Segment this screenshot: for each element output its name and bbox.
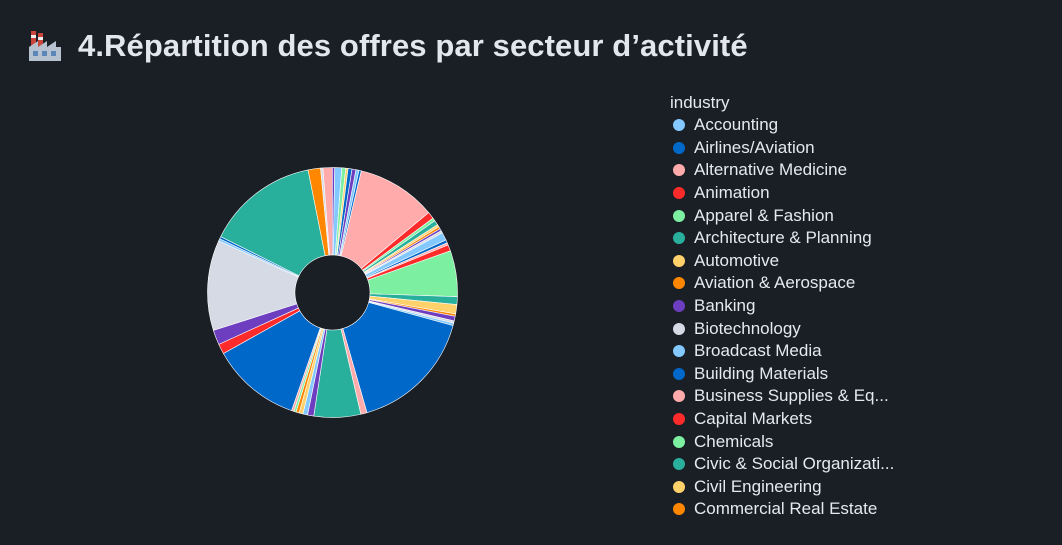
legend-swatch	[673, 322, 685, 335]
legend-item[interactable]: Apparel & Fashion	[670, 204, 910, 227]
legend-swatch	[673, 300, 685, 313]
legend-label: Animation	[694, 183, 770, 203]
legend-swatch	[673, 119, 685, 132]
legend-item[interactable]: Civic & Social Organizati...	[670, 453, 910, 476]
legend-item[interactable]: Architecture & Planning	[670, 227, 910, 250]
legend-swatch	[673, 390, 685, 403]
legend-swatch	[673, 209, 685, 222]
legend-item[interactable]: Biotechnology	[670, 317, 910, 340]
legend-swatch	[673, 480, 685, 493]
donut-chart[interactable]	[190, 150, 475, 435]
legend-label: Business Supplies & Eq...	[694, 386, 889, 406]
legend-item[interactable]: Aviation & Aerospace	[670, 272, 910, 295]
legend-swatch	[673, 503, 685, 516]
legend-swatch	[673, 367, 685, 380]
legend-swatch	[673, 232, 685, 245]
factory-icon	[29, 31, 61, 61]
legend-label: Broadcast Media	[694, 341, 822, 361]
legend-swatch	[673, 141, 685, 154]
legend-item[interactable]: Airlines/Aviation	[670, 137, 910, 160]
legend-label: Biotechnology	[694, 318, 801, 338]
legend-swatch	[673, 164, 685, 177]
legend-item[interactable]: Accounting	[670, 114, 910, 137]
page-header: 4.Répartition des offres par secteur d’a…	[26, 26, 748, 66]
legend-swatch	[673, 187, 685, 200]
legend-swatch	[673, 277, 685, 290]
legend-label: Building Materials	[694, 363, 829, 383]
legend-item[interactable]: Commercial Real Estate	[670, 498, 910, 521]
legend-title: industry	[670, 93, 730, 112]
legend-item[interactable]: Automotive	[670, 250, 910, 273]
legend-label: Airlines/Aviation	[694, 137, 815, 157]
legend-item[interactable]: Broadcast Media	[670, 340, 910, 363]
pie-slice[interactable]	[338, 168, 357, 257]
legend-label: Civic & Social Organizati...	[694, 454, 895, 474]
legend-item[interactable]: Banking	[670, 295, 910, 318]
legend-items: Accounting Airlines/Aviation Alternative M…	[670, 114, 910, 521]
pie-slice[interactable]	[220, 169, 326, 277]
legend-label: Capital Markets	[694, 409, 813, 429]
legend-label: Automotive	[694, 250, 780, 270]
legend-label: Accounting	[694, 115, 779, 135]
legend-item[interactable]: Building Materials	[670, 363, 910, 386]
legend-item[interactable]: Civil Engineering	[670, 476, 910, 499]
legend-item[interactable]: Capital Markets	[670, 408, 910, 431]
legend-item[interactable]: Chemicals	[670, 430, 910, 453]
pie-slice[interactable]	[342, 302, 454, 414]
legend-swatch	[673, 345, 685, 358]
donut-chart-svg	[207, 167, 458, 418]
page-title: 4.Répartition des offres par secteur d’a…	[78, 28, 748, 63]
legend-item[interactable]: Business Supplies & Eq...	[670, 385, 910, 408]
legend-label: Commercial Real Estate	[694, 499, 878, 519]
legend-label: Chemicals	[694, 431, 774, 451]
legend-item[interactable]: Animation	[670, 182, 910, 205]
legend-swatch	[673, 435, 685, 448]
legend-label: Apparel & Fashion	[694, 205, 834, 225]
legend-label: Aviation & Aerospace	[694, 273, 856, 293]
legend-label: Civil Engineering	[694, 476, 822, 496]
legend-swatch	[673, 413, 685, 426]
legend-swatch	[673, 254, 685, 267]
legend-label: Banking	[694, 296, 756, 316]
legend-item[interactable]: Alternative Medicine	[670, 159, 910, 182]
legend-label: Alternative Medicine	[694, 160, 848, 180]
legend-label: Architecture & Planning	[694, 228, 872, 248]
chart-legend: industry Accounting Airlines/Aviation Alte…	[670, 92, 910, 521]
legend-swatch	[673, 458, 685, 471]
